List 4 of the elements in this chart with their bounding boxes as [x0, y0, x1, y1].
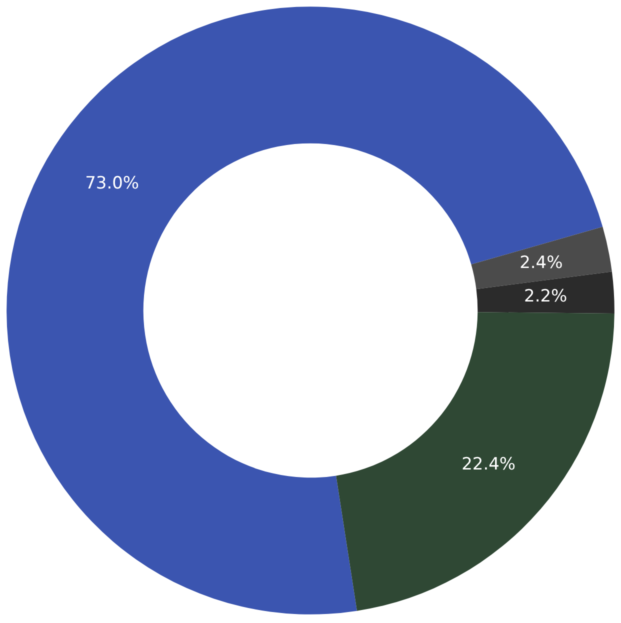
data-label: 22.4% — [462, 454, 516, 475]
data-label: 2.2% — [524, 286, 568, 307]
data-label: 2.4% — [520, 252, 563, 273]
data-label: 73.0% — [85, 174, 140, 194]
